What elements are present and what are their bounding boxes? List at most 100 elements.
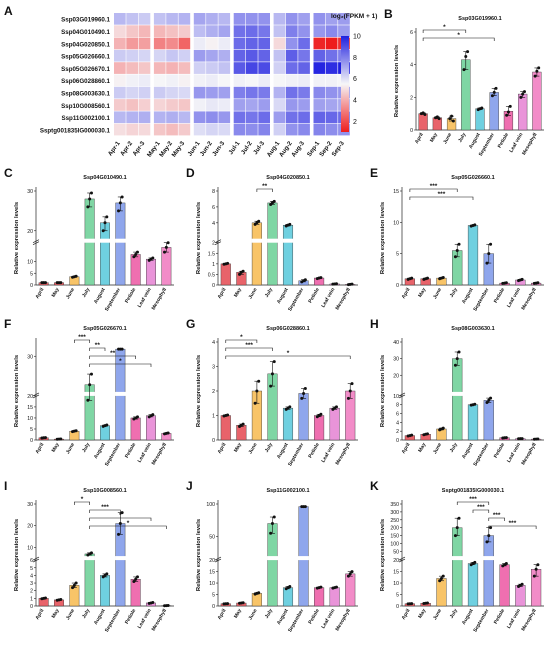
y-tick-label: 15	[27, 405, 33, 411]
x-tick-label: Leaf vein	[506, 442, 522, 464]
significance-bracket	[225, 347, 273, 351]
replicate-point	[485, 261, 489, 265]
x-tick-label: Leaf vein	[137, 608, 153, 630]
heatmap-row-label: Ssp10G008560.1	[61, 103, 110, 110]
heatmap-cell	[114, 49, 126, 62]
replicate-point	[120, 347, 124, 351]
heatmap-cell	[258, 13, 270, 25]
y-tick-label: 0	[410, 128, 413, 134]
bar	[282, 587, 294, 607]
replicate-point	[86, 205, 90, 209]
bar	[251, 222, 262, 286]
y-tick-label: 30	[393, 357, 399, 363]
heatmap-cell	[246, 37, 258, 50]
y-axis-label: Relative expression levels	[14, 519, 20, 591]
y-tick-label: 3	[30, 581, 33, 587]
heatmap-cell	[193, 49, 206, 62]
replicate-point	[270, 522, 274, 526]
replicate-point	[350, 570, 354, 574]
x-tick-label: May	[233, 608, 243, 620]
y-tick-label: 30	[27, 354, 33, 360]
x-tick-label: Petiole	[307, 442, 321, 459]
significance-bracket	[256, 188, 273, 192]
panel-f-chart: F Ssp05G026670.1 Relative expression level…	[4, 317, 174, 467]
heatmap-cell	[114, 111, 126, 124]
heatmap-cell	[313, 13, 326, 25]
heatmap-cell	[138, 99, 151, 111]
replicate-point	[88, 197, 92, 201]
heatmap-cell	[126, 99, 138, 111]
x-tick-label: June	[65, 287, 76, 300]
y-tick-label: 150	[390, 534, 399, 540]
heatmap-cell	[218, 123, 231, 136]
x-tick-label: May	[51, 608, 61, 620]
panel-g-chart: G Ssp06G028860.1 Relative expression level…	[186, 317, 358, 467]
replicate-point	[59, 281, 63, 285]
bar	[314, 587, 325, 607]
heatmap-cell	[138, 37, 151, 50]
heatmap-col-label: Jun-3	[211, 140, 227, 158]
x-tick-label: Mesophyll	[520, 441, 538, 466]
heatmap-cell	[246, 25, 258, 37]
y-tick-label: 15	[393, 189, 399, 195]
x-tick-label: April	[35, 607, 46, 620]
replicate-point	[448, 117, 452, 121]
heatmap-cell	[285, 13, 298, 25]
x-tick-label: Leaf vein	[137, 442, 153, 464]
bar	[282, 407, 294, 441]
panel-k-chart: K Ssptg001835lG000030.1 Relative expressio…	[370, 479, 544, 633]
heatmap-cell	[338, 25, 350, 37]
replicate-point	[151, 256, 155, 260]
bar	[515, 585, 526, 607]
heatmap-cell	[193, 74, 206, 87]
heatmap-cell	[325, 86, 338, 99]
x-tick-label: Leaf vein	[320, 442, 336, 464]
heatmap-cell	[153, 86, 166, 99]
heatmap-cell	[114, 13, 126, 25]
heatmap-cell	[325, 13, 338, 25]
axis-break-mark	[214, 556, 222, 561]
y-tick-label: 1.5	[208, 251, 215, 257]
x-tick-label: Mesophyll	[520, 607, 538, 632]
heatmap-cell	[313, 74, 326, 87]
heatmap-cell	[114, 86, 126, 99]
x-tick-label: April	[401, 286, 412, 299]
bar	[489, 92, 499, 131]
y-tick-label: 0	[212, 283, 215, 289]
heatmap-cell	[298, 37, 310, 50]
significance-label: ***	[245, 342, 253, 349]
heatmap-cell	[166, 13, 178, 25]
heatmap-cell	[178, 99, 191, 111]
replicate-point	[89, 372, 93, 376]
colorbar-tick-label: 10	[353, 34, 361, 41]
replicate-point	[269, 531, 273, 535]
bar	[418, 113, 428, 131]
replicate-point	[288, 405, 292, 409]
heatmap-cell	[178, 13, 191, 25]
y-tick-label: 20	[393, 558, 399, 564]
replicate-point	[72, 583, 76, 587]
replicate-point	[451, 119, 455, 123]
replicate-point	[453, 363, 457, 367]
bar	[452, 527, 463, 607]
panel-h-chart: H Ssp08G003630.1 Relative expression level…	[370, 317, 544, 467]
replicate-point	[238, 272, 242, 276]
x-tick-label: May	[417, 442, 427, 454]
replicate-point	[89, 191, 93, 195]
bar	[532, 71, 542, 131]
replicate-point	[103, 221, 107, 225]
replicate-point	[455, 357, 459, 361]
significance-label: ***	[430, 183, 438, 190]
x-tick-label: April	[217, 607, 228, 620]
y-tick-label: 20	[393, 373, 399, 379]
replicate-point	[439, 576, 443, 580]
y-tick-label: 5	[30, 427, 33, 433]
chart-title: Ssp03G019960.1	[458, 16, 501, 22]
x-tick-label: August	[461, 608, 475, 626]
heatmap-cell	[193, 99, 206, 111]
replicate-point	[536, 563, 540, 567]
heatmap-cell	[114, 99, 126, 111]
x-tick-label: Mesophyll	[335, 286, 353, 311]
heatmap-cell	[258, 99, 270, 111]
replicate-point	[269, 384, 273, 388]
